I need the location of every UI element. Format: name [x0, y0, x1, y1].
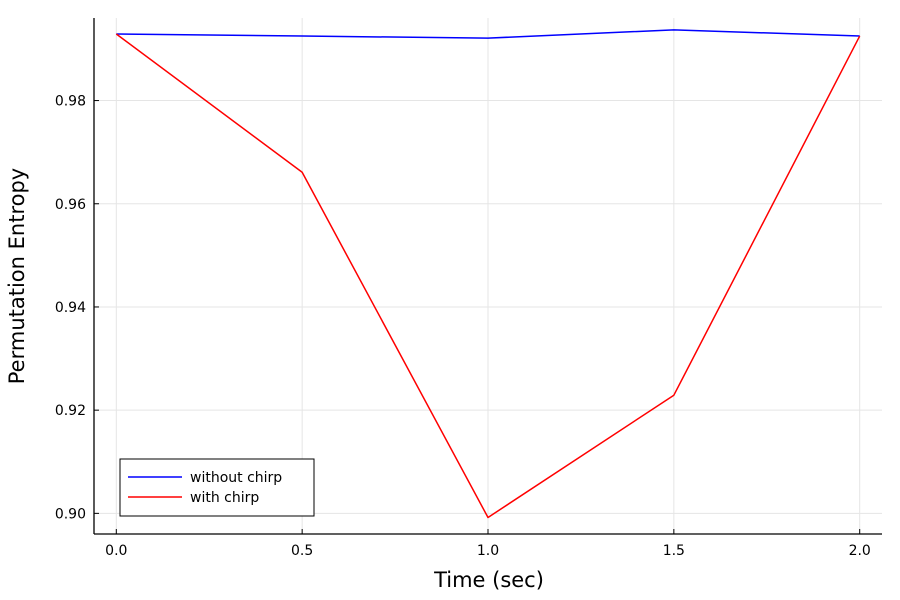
y-tick-label-4: 0.98: [55, 94, 86, 110]
x-axis-title: Time (sec): [433, 568, 544, 592]
series-lines: [115, 29, 861, 519]
x-tick-label-3: 1.5: [663, 543, 685, 559]
y-axis-title: Permutation Entropy: [5, 168, 29, 384]
grid: [94, 18, 882, 534]
y-tick-label-3: 0.96: [55, 197, 86, 213]
tick-labels: 0.0 0.5 1.0 1.5 2.0 0.90 0.92 0.94 0.96 0.98: [55, 94, 871, 559]
x-tick-label-4: 2.0: [849, 543, 871, 559]
x-tick-label-1: 0.5: [291, 543, 313, 559]
axes: [93, 18, 882, 535]
y-tick-label-0: 0.90: [55, 506, 86, 522]
x-tick-label-2: 1.0: [477, 543, 499, 559]
legend-label-with-chirp: with chirp: [190, 490, 259, 506]
series-line-with-chirp: [115, 33, 861, 519]
series-line-without-chirp: [116, 29, 860, 39]
x-tick-label-0: 0.0: [105, 543, 127, 559]
y-tick-label-2: 0.94: [55, 300, 86, 316]
legend-label-without-chirp: without chirp: [190, 470, 282, 486]
legend-box: [119, 458, 315, 517]
y-tick-label-1: 0.92: [55, 403, 86, 419]
legend: without chirp with chirp: [119, 458, 315, 517]
